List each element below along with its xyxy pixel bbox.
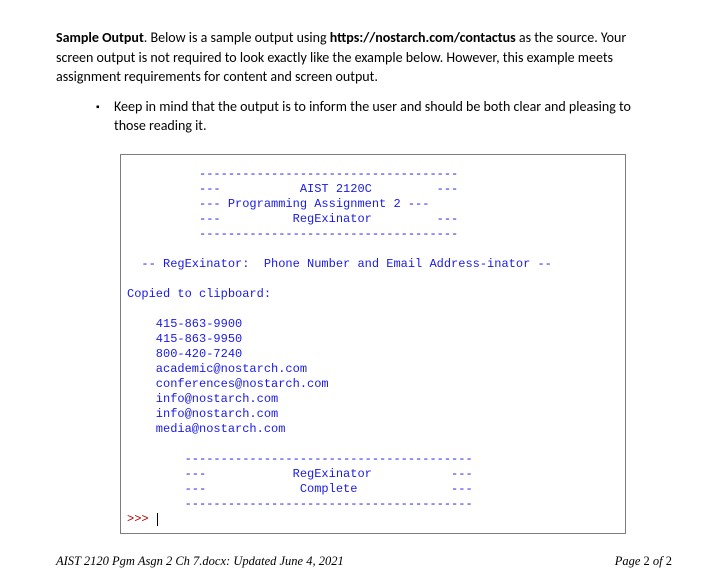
bullet-marker: ▪ xyxy=(96,97,114,136)
result-line: media@nostarch.com xyxy=(127,422,285,436)
result-line: info@nostarch.com xyxy=(127,392,278,406)
cursor-icon xyxy=(157,513,158,526)
result-line: academic@nostarch.com xyxy=(127,362,307,376)
result-line: 415-863-9900 xyxy=(127,317,242,331)
banner-line-2: --- Programming Assignment 2 --- xyxy=(127,197,429,211)
banner-line-1: --- AIST 2120C --- xyxy=(127,182,458,196)
banner-rule-bottom: ------------------------------------ xyxy=(127,227,458,241)
page-footer: AIST 2120 Pgm Asgn 2 Ch 7.docx: Updated … xyxy=(56,554,672,569)
terminal-output: ------------------------------------ ---… xyxy=(120,154,626,534)
copied-line: Copied to clipboard: xyxy=(127,287,271,301)
footer-page-total: 2 xyxy=(666,554,672,568)
result-line: info@nostarch.com xyxy=(127,407,278,421)
source-url: https://nostarch.com/contactus xyxy=(330,29,516,46)
footer-rule-top: ---------------------------------------- xyxy=(127,452,473,466)
para1-seg1: . Below is a sample output using xyxy=(144,29,330,46)
sample-output-paragraph: Sample Output. Below is a sample output … xyxy=(56,28,646,87)
footer-rule-bottom: ---------------------------------------- xyxy=(127,497,473,511)
footer-line-1: --- RegExinator --- xyxy=(127,467,473,481)
banner-rule-top: ------------------------------------ xyxy=(127,167,458,181)
footer-page-mid: of xyxy=(650,554,666,568)
banner-line-3: --- RegExinator --- xyxy=(127,212,458,226)
footer-docname: AIST 2120 Pgm Asgn 2 Ch 7.docx: xyxy=(56,554,230,568)
result-line: 415-863-9950 xyxy=(127,332,242,346)
footer-page-prefix: Page xyxy=(615,554,644,568)
result-line: conferences@nostarch.com xyxy=(127,377,329,391)
footer-left: AIST 2120 Pgm Asgn 2 Ch 7.docx: Updated … xyxy=(56,554,344,569)
bullet-text: Keep in mind that the output is to infor… xyxy=(114,97,646,136)
result-line: 800-420-7240 xyxy=(127,347,242,361)
sample-output-label: Sample Output xyxy=(56,29,144,46)
subheading-line: -- RegExinator: Phone Number and Email A… xyxy=(127,257,552,271)
footer-updated: Updated June 4, 2021 xyxy=(230,554,344,568)
bullet-item: ▪ Keep in mind that the output is to inf… xyxy=(96,97,646,136)
python-prompt: >>> xyxy=(127,512,156,526)
footer-line-2: --- Complete --- xyxy=(127,482,473,496)
footer-right: Page 2 of 2 xyxy=(615,554,672,569)
